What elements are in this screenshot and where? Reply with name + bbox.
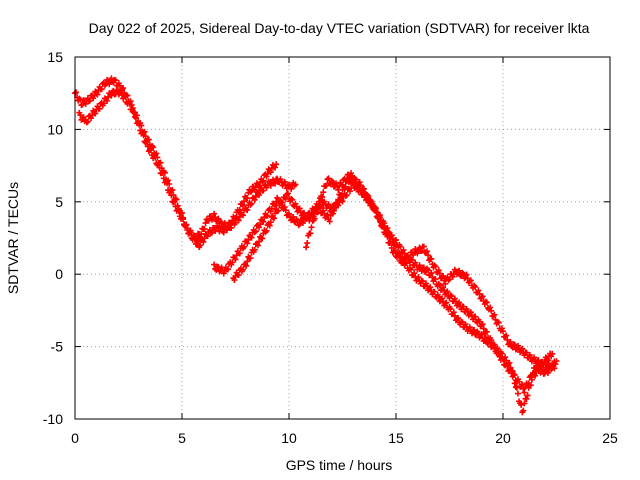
data-series-5 [303,171,556,369]
grid [75,57,610,419]
plot-area [72,75,560,416]
x-tick-label: 20 [495,430,511,446]
x-tick-label: 10 [281,430,297,446]
data-marks [303,171,556,369]
data-marks [76,87,280,251]
x-tick-label: 5 [178,430,186,446]
y-tick-label: -5 [51,339,64,355]
data-series-2 [76,87,280,251]
plot-frame [74,56,611,420]
y-tick-label: -10 [43,411,63,427]
ticks: 0 5 10 15 20 25 -10 -5 0 5 10 15 [43,49,618,446]
chart-title: Day 022 of 2025, Sidereal Day-to-day VTE… [89,20,590,36]
x-tick-label: 15 [388,430,404,446]
x-tick-label: 0 [71,430,79,446]
x-axis-title: GPS time / hours [286,457,393,473]
y-tick-label: 10 [47,121,63,137]
x-tick-label: 25 [602,430,618,446]
data-series-4 [230,170,558,416]
data-marks [230,170,558,416]
y-axis-title: SDTVAR / TECUs [5,182,21,294]
y-tick-label: 5 [55,194,63,210]
y-tick-label: 15 [47,49,63,65]
y-tick-label: 0 [55,266,63,282]
